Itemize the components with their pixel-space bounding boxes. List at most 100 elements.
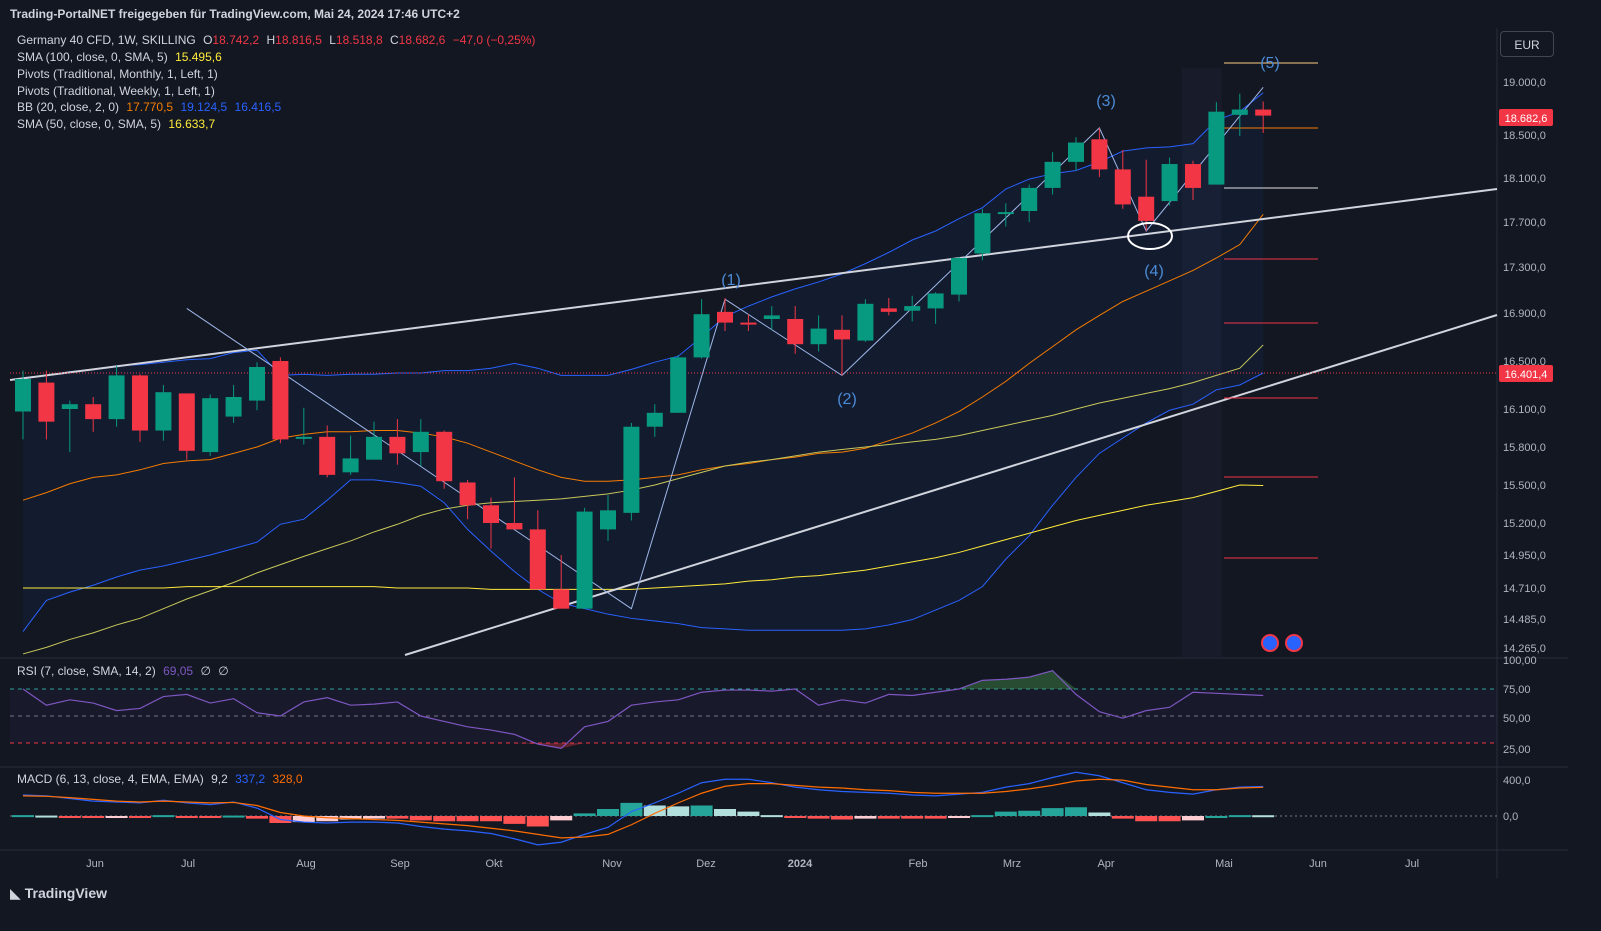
macd-histogram-bar [105,816,128,818]
legend-bb-row[interactable]: BB (20, close, 2, 0) 17.770,5 19.124,5 1… [17,100,281,114]
legend-sma50-label: SMA (50, close, 0, SMA, 5) [17,117,162,131]
macd-histogram-bar [35,815,58,818]
legend-pivots-weekly-row[interactable]: Pivots (Traditional, Weekly, 1, Left, 1) [17,84,215,98]
legend-macd-row[interactable]: MACD (6, 13, close, 4, EMA, EMA) 9,2 337… [17,772,303,786]
candle-body [61,404,78,409]
candle-body [436,431,453,482]
candle-body [319,436,336,475]
macd-histogram-bar [12,815,34,818]
price-tick-label: 18.500,0 [1503,130,1546,142]
macd-histogram-bar [901,816,924,819]
legend-rsi-na2: ∅ [218,664,229,678]
candle-body [1208,111,1225,185]
bb-basis-line [22,213,1264,501]
rsi-tick-label: 100,00 [1503,655,1537,667]
legend-sma50-value: 16.633,7 [168,117,216,131]
legend-symbol: Germany 40 CFD, 1W, SKILLING [17,33,196,47]
last-price-label: 18.682,6 [1505,113,1548,125]
legend-open: 18.742,2 [212,33,260,47]
macd-histogram-bar [854,816,877,819]
footer-brand[interactable]: ◣ TradingView [10,885,107,902]
event-icon [1285,634,1303,652]
legend-sma100-row[interactable]: SMA (100, close, 0, SMA, 5) 15.495,6 [17,50,222,64]
macd-tick-label: 0,0 [1503,811,1518,823]
macd-histogram-bar [456,816,479,822]
candle-body [927,293,944,309]
last-price-badge [1499,109,1553,126]
macd-histogram-bar [597,809,619,816]
candle-body [412,431,429,453]
macd-histogram-bar [222,815,245,818]
footer-brand-label: TradingView [24,885,107,901]
marker-price-badge [1499,365,1553,382]
macd-histogram-bar [1041,808,1064,816]
highlight-ellipse [1127,222,1173,250]
candle-body [740,322,757,325]
chart-background [0,28,1568,878]
price-tick-label: 14.950,0 [1503,550,1546,562]
price-tick-label: 16.900,0 [1503,308,1546,320]
candle-body [717,311,733,323]
time-axis-label: Mai [1215,858,1233,870]
price-chart[interactable]: (1) (2) (3) (4) (5) 19.000,0 18.500,0 18.100,0 1… [0,28,1568,878]
price-tick-label: 19.000,0 [1503,77,1546,89]
macd-histogram-bar [948,816,970,818]
candle-body [1231,109,1248,115]
legend-pivots-weekly: Pivots (Traditional, Weekly, 1, Left, 1) [17,84,215,98]
legend-pivots-monthly: Pivots (Traditional, Monthly, 1, Left, 1… [17,67,218,81]
candle-body [880,308,897,312]
macd-histogram-bar [292,816,315,823]
macd-histogram-bar [714,809,736,816]
wave-label: (4) [1144,263,1164,280]
candle-body [389,436,406,454]
time-axis-label: Okt [485,858,502,870]
macd-histogram-bar [526,816,549,827]
candle-body [225,397,242,417]
currency-button[interactable]: EUR [1500,31,1554,57]
time-axis-label: Aug [296,858,316,870]
legend-rsi-row[interactable]: RSI (7, close, SMA, 14, 2) 69,05 ∅ ∅ [17,664,229,678]
rsi-tick-label: 25,00 [1503,744,1531,756]
candle-body [342,458,359,473]
legend-bb-upper: 19.124,5 [180,100,228,114]
candle-body [1185,164,1201,188]
candle-body [623,426,640,513]
legend-close-label: C [389,33,399,47]
candle-body [459,482,476,506]
macd-histogram-bar [152,815,175,818]
legend-close: 18.682,6 [398,33,446,47]
candle-body [1255,109,1272,116]
time-axis-label: Mrz [1003,858,1021,870]
wave-label: (5) [1260,55,1280,72]
header-title: Trading-PortalNET freigegeben für Tradin… [10,7,460,21]
price-tick-label: 17.700,0 [1503,217,1546,229]
macd-histogram-bar [760,815,783,818]
legend-symbol-row[interactable]: Germany 40 CFD, 1W, SKILLING O18.742,2 H… [17,33,535,47]
candle-body [997,212,1014,215]
sma100-line [22,344,1264,655]
legend-sma50-row[interactable]: SMA (50, close, 0, SMA, 5) 16.633,7 [17,117,215,131]
macd-histogram-bar [737,811,760,816]
candle-body [576,511,593,609]
legend-macd-signal: 328,0 [272,772,303,786]
legend-change: −47,0 (−0,25%) [452,33,536,47]
legend-open-label: O [203,33,213,47]
macd-tick-label: 400,0 [1503,775,1531,787]
rsi-tick-label: 50,00 [1503,713,1531,725]
time-axis-label: 2024 [788,858,813,870]
macd-histogram-bar [667,806,690,816]
candle-body [506,523,523,530]
marker-price-label: 16.401,4 [1505,369,1548,381]
macd-histogram-bar [831,816,853,820]
legend-rsi-label: RSI (7, close, SMA, 14, 2) [17,664,156,678]
candle-body [834,329,850,340]
legend-pivots-monthly-row[interactable]: Pivots (Traditional, Monthly, 1, Left, 1… [17,67,218,81]
candle-body [155,392,172,431]
candle-body [670,357,687,413]
legend-macd-hist: 9,2 [211,772,228,786]
price-tick-label: 14.265,0 [1503,643,1546,655]
macd-histogram-bar [1205,816,1228,818]
candle-body [272,361,289,440]
macd-histogram-bar [199,816,222,818]
candle-body [85,404,102,420]
